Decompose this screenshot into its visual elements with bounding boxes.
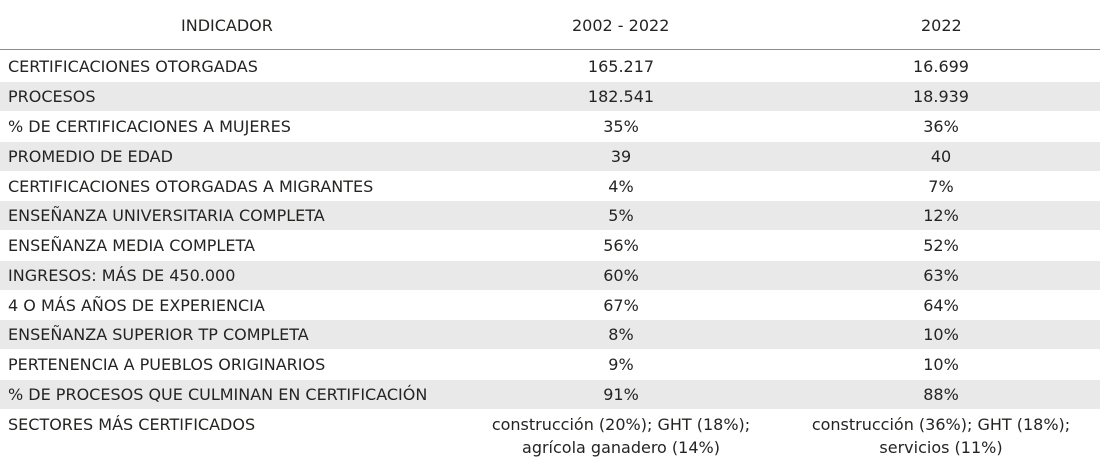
value-cell-period-1: 165.217: [587, 57, 655, 76]
value-cell-period-1: 67%: [603, 296, 639, 315]
indicator-cell: % DE PROCESOS QUE CULMINAN EN CERTIFICAC…: [8, 385, 428, 404]
table-row: PROCESOS 182.541 18.939: [0, 82, 1100, 112]
value-cell-period-1: 9%: [608, 355, 634, 374]
value-cell-period-1: 60%: [603, 266, 639, 285]
table-header: INDICADOR 2002 - 2022 2022: [0, 0, 1100, 50]
value-cell-period-2: 16.699: [913, 57, 969, 76]
indicator-cell: CERTIFICACIONES OTORGADAS: [8, 57, 258, 76]
sectors-line: servicios (11%): [879, 438, 1003, 457]
table-row: 4 O MÁS AÑOS DE EXPERIENCIA 67% 64%: [0, 291, 1100, 321]
value-cell-period-1: 91%: [603, 385, 639, 404]
table-row: CERTIFICACIONES OTORGADAS A MIGRANTES 4%…: [0, 172, 1100, 202]
table-row: % DE CERTIFICACIONES A MUJERES 35% 36%: [0, 112, 1100, 142]
value-cell-period-2: 40: [930, 147, 952, 166]
value-cell-period-2: 18.939: [913, 87, 969, 106]
value-cell-period-2: 63%: [923, 266, 959, 285]
value-cell-period-2: 10%: [923, 355, 959, 374]
sectors-cell-period-1: construcción (20%); GHT (18%); agrícola …: [475, 413, 767, 459]
sectors-line: construcción (20%); GHT (18%);: [491, 415, 751, 434]
value-cell-period-1: 5%: [608, 206, 634, 225]
value-cell-period-2: 52%: [923, 236, 959, 255]
table-row: % DE PROCESOS QUE CULMINAN EN CERTIFICAC…: [0, 380, 1100, 410]
indicator-cell: ENSEÑANZA SUPERIOR TP COMPLETA: [8, 325, 309, 344]
table-row: ENSEÑANZA SUPERIOR TP COMPLETA 8% 10%: [0, 320, 1100, 350]
indicator-cell: ENSEÑANZA UNIVERSITARIA COMPLETA: [8, 206, 325, 225]
value-cell-period-2: 7%: [928, 177, 954, 196]
value-cell-period-1: 4%: [608, 177, 634, 196]
value-cell-period-2: 64%: [923, 296, 959, 315]
value-cell-period-2: 10%: [923, 325, 959, 344]
indicator-cell: 4 O MÁS AÑOS DE EXPERIENCIA: [8, 296, 265, 315]
table-row: INGRESOS: MÁS DE 450.000 60% 63%: [0, 261, 1100, 291]
table-row-sectors: SECTORES MÁS CERTIFICADOS construcción (…: [0, 409, 1100, 468]
indicator-cell: PROCESOS: [8, 87, 96, 106]
sectors-line: agrícola ganadero (14%): [522, 438, 720, 457]
value-cell-period-1: 35%: [603, 117, 639, 136]
indicator-cell: % DE CERTIFICACIONES A MUJERES: [8, 117, 291, 136]
value-cell-period-2: 88%: [923, 385, 959, 404]
column-header-indicator[interactable]: INDICADOR: [181, 16, 273, 35]
indicator-cell: SECTORES MÁS CERTIFICADOS: [8, 415, 256, 434]
table-row: ENSEÑANZA UNIVERSITARIA COMPLETA 5% 12%: [0, 201, 1100, 231]
column-header-period-2[interactable]: 2022: [921, 16, 962, 35]
table-row: CERTIFICACIONES OTORGADAS 165.217 16.699: [0, 52, 1100, 82]
column-header-period-1[interactable]: 2002 - 2022: [572, 16, 670, 35]
indicator-cell: INGRESOS: MÁS DE 450.000: [8, 266, 236, 285]
indicator-cell: ENSEÑANZA MEDIA COMPLETA: [8, 236, 255, 255]
value-cell-period-1: 182.541: [587, 87, 655, 106]
sectors-cell-period-2: construcción (36%); GHT (18%); servicios…: [795, 413, 1087, 459]
table-row: PERTENENCIA A PUEBLOS ORIGINARIOS 9% 10%: [0, 350, 1100, 380]
table-row: PROMEDIO DE EDAD 39 40: [0, 142, 1100, 172]
sectors-line: construcción (36%); GHT (18%);: [811, 415, 1071, 434]
indicator-cell: CERTIFICACIONES OTORGADAS A MIGRANTES: [8, 177, 374, 196]
table-row: ENSEÑANZA MEDIA COMPLETA 56% 52%: [0, 231, 1100, 261]
value-cell-period-2: 36%: [923, 117, 959, 136]
value-cell-period-1: 56%: [603, 236, 639, 255]
indicator-cell: PROMEDIO DE EDAD: [8, 147, 173, 166]
value-cell-period-1: 8%: [608, 325, 634, 344]
indicator-cell: PERTENENCIA A PUEBLOS ORIGINARIOS: [8, 355, 326, 374]
value-cell-period-2: 12%: [923, 206, 959, 225]
value-cell-period-1: 39: [610, 147, 632, 166]
